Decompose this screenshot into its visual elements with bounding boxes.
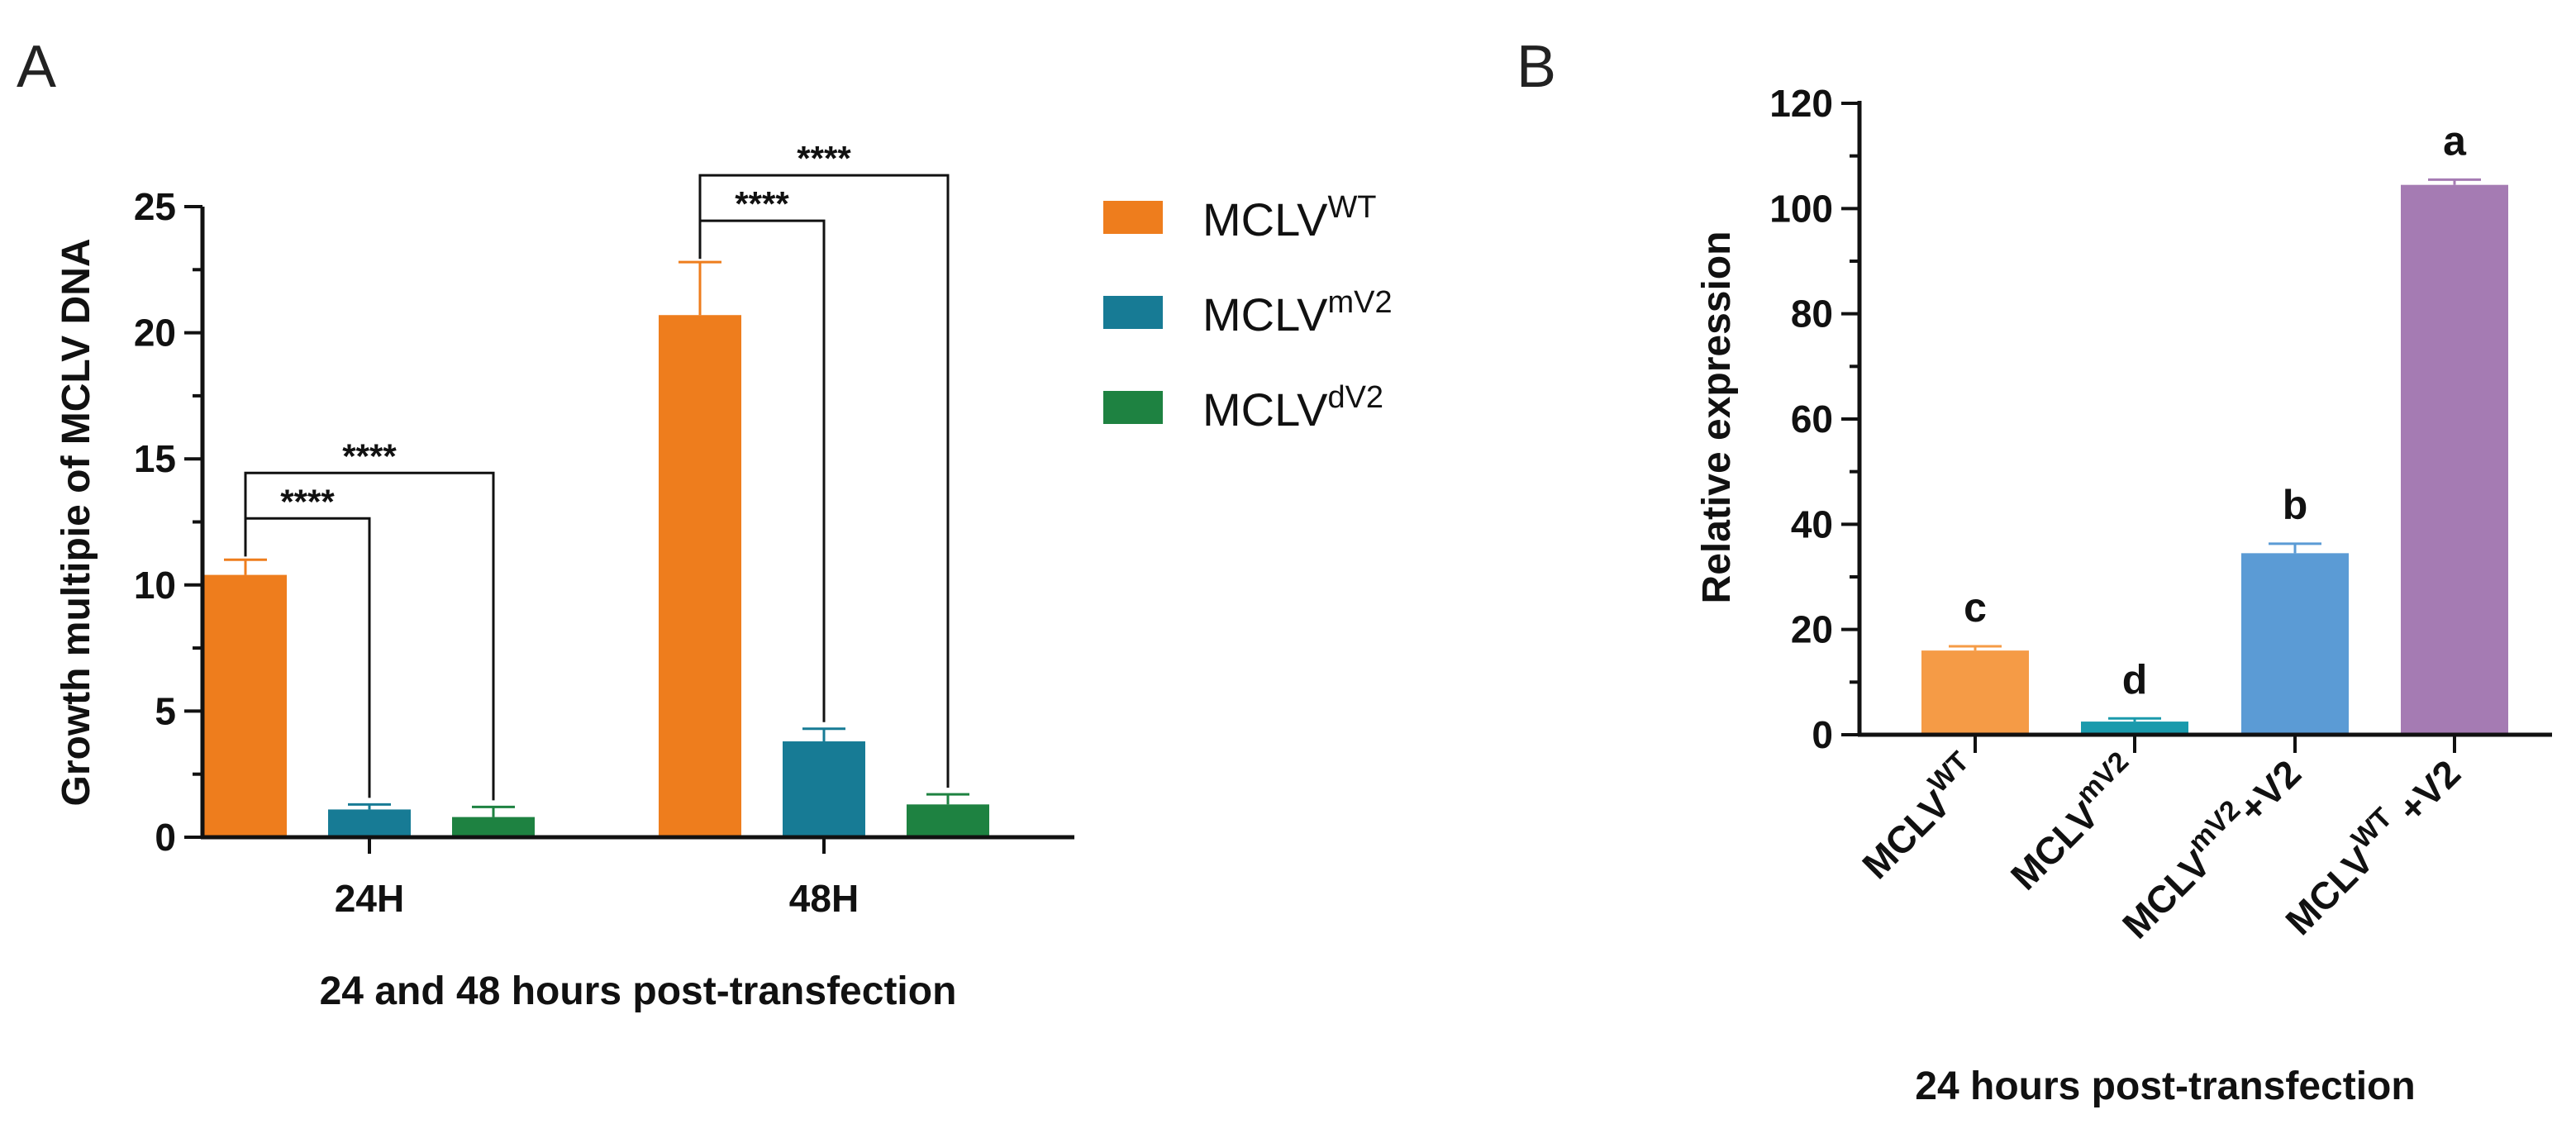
chart-b-y-tick-label: 40 — [1791, 502, 1833, 545]
chart-a-significance-label: **** — [342, 436, 397, 475]
chart-a-bar — [452, 817, 535, 837]
chart-a-y-tick-label: 0 — [155, 816, 176, 859]
chart-b-bar — [1921, 650, 2029, 735]
chart-b-significance-letter: b — [2283, 482, 2308, 528]
chart-a-y-tick-label: 20 — [134, 312, 176, 355]
chart-b-y-tick-label: 120 — [1769, 82, 1833, 125]
legend-superscript: mV2 — [1327, 285, 1392, 320]
chart-b-significance-letter: c — [1964, 584, 1987, 631]
chart-a-y-title: Growth multipie of MCLV DNA — [55, 238, 98, 806]
chart-a-x-tick-label: 48H — [789, 877, 859, 920]
chart-a-bar — [328, 809, 411, 837]
chart-b-y-tick-label: 60 — [1791, 398, 1833, 441]
chart-b-y-title: Relative expression — [1695, 231, 1739, 604]
chart-a-y-tick-label: 15 — [134, 437, 176, 480]
chart-a-bar — [204, 574, 287, 837]
chart-b-bar — [2241, 553, 2349, 735]
chart-a-legend-label: MCLVmV2 — [1202, 285, 1393, 341]
chart-b-y-tick-label: 100 — [1769, 187, 1833, 230]
chart-a-significance-label: **** — [280, 482, 335, 521]
chart-a-significance-label: **** — [735, 184, 789, 223]
chart-b-y-tick-label: 80 — [1791, 293, 1833, 336]
chart-a-significance-bracket — [698, 174, 950, 788]
legend-superscript: WT — [1327, 190, 1376, 225]
chart-a-legend-label: MCLVWT — [1202, 190, 1377, 245]
legend-superscript: dV2 — [1327, 380, 1383, 415]
chart-b: c d b a 0 20 40 60 80 100 120 MCLVWTMCLVmV2MCLVmV… — [1695, 82, 2552, 1108]
chart-a-y-tick-label: 10 — [134, 564, 176, 607]
chart-a-x-tick-label: 24H — [335, 877, 404, 920]
chart-b-bar — [2081, 722, 2188, 735]
chart-b-x-tick-label: MCLVmV2+V2 — [2108, 745, 2309, 946]
chart-a-legend-label: MCLVdV2 — [1202, 380, 1383, 436]
chart-a-x-title: 24 and 48 hours post-transfection — [320, 969, 957, 1013]
chart-a-legend-swatch — [1103, 201, 1163, 234]
chart-a-bar — [907, 804, 989, 837]
chart-a-y-tick-label: 25 — [134, 185, 176, 228]
chart-b-x-tick-label: MCLVmV2 — [1997, 745, 2149, 898]
legend-base: MCLV — [1202, 288, 1328, 341]
chart-a-bar — [659, 315, 741, 838]
chart-a-y-tick-label: 5 — [155, 689, 176, 732]
chart-b-y-tick-label: 0 — [1812, 713, 1833, 756]
panel-letter-a: A — [17, 34, 56, 100]
legend-base: MCLV — [1202, 193, 1328, 245]
chart-a-legend-swatch — [1103, 296, 1163, 329]
chart-b-significance-letter: d — [2122, 656, 2148, 702]
chart-b-y-tick-label: 20 — [1791, 608, 1833, 651]
chart-b-x-tick-label: MCLVWT — [1848, 745, 1989, 887]
chart-a-bar — [783, 741, 865, 837]
panel-letter-b: B — [1517, 34, 1556, 100]
legend-base: MCLV — [1202, 383, 1328, 436]
chart-a-significance-label: **** — [797, 139, 851, 178]
chart-b-x-title: 24 hours post-transfection — [1915, 1064, 2415, 1108]
chart-a-significance-bracket — [244, 471, 495, 801]
chart-b-significance-letter: a — [2443, 117, 2467, 164]
chart-b-bar — [2401, 184, 2508, 735]
chart-a-legend-swatch — [1103, 391, 1163, 424]
